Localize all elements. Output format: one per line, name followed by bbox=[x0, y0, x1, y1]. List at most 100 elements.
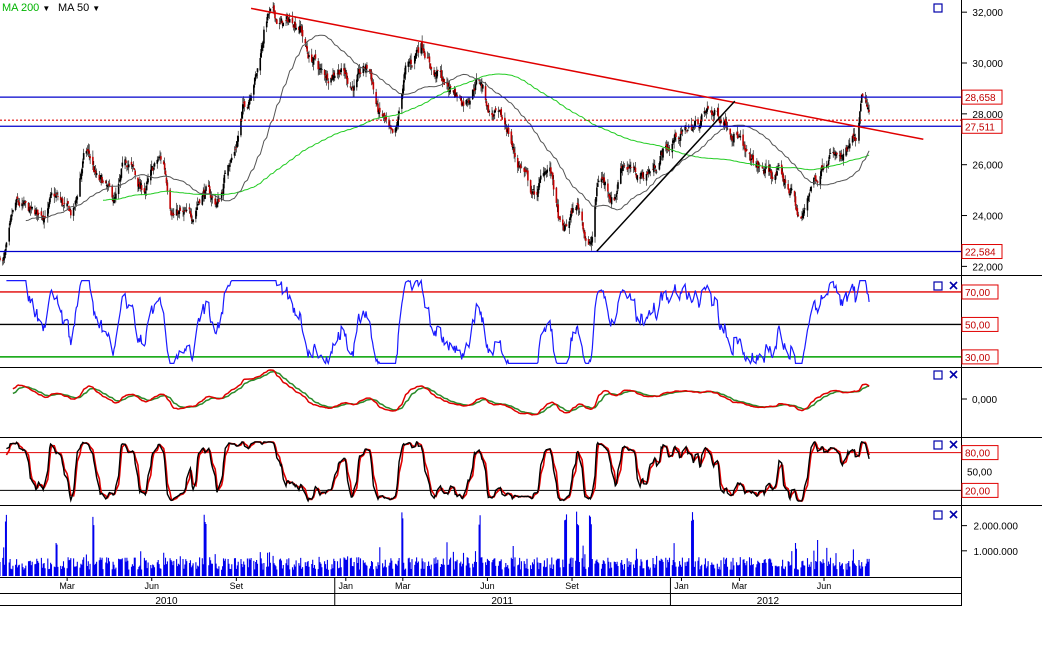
candle-body bbox=[333, 72, 335, 76]
candle-body bbox=[642, 177, 645, 179]
candle-body bbox=[57, 196, 59, 197]
candle-body bbox=[301, 29, 304, 37]
candle-body bbox=[210, 197, 213, 200]
macd-tick-label: 0,000 bbox=[972, 395, 997, 406]
candle-body bbox=[781, 171, 784, 178]
candle-body bbox=[731, 135, 733, 141]
candle-body bbox=[556, 204, 559, 207]
legend-ma200[interactable]: MA 200 ▼ bbox=[2, 2, 50, 14]
candle-body bbox=[665, 145, 667, 149]
candle-body bbox=[336, 73, 339, 75]
candle-body bbox=[381, 113, 384, 117]
candle-body bbox=[146, 181, 148, 184]
candle-body bbox=[106, 185, 109, 188]
candle-body bbox=[833, 152, 835, 155]
candle-body bbox=[409, 61, 411, 64]
maximize-icon[interactable] bbox=[933, 281, 943, 291]
price-tick-label: 28,000 bbox=[972, 110, 1003, 121]
candle-body bbox=[100, 174, 102, 180]
candle-body bbox=[27, 202, 30, 211]
close-icon[interactable] bbox=[949, 440, 958, 449]
candle-body bbox=[356, 73, 359, 81]
candle-body bbox=[853, 134, 856, 137]
candle-body bbox=[98, 174, 101, 181]
candle-body bbox=[859, 111, 861, 124]
candle-body bbox=[47, 203, 50, 209]
panel-controls bbox=[933, 3, 958, 520]
candle-body bbox=[526, 170, 528, 173]
candle-body bbox=[848, 145, 850, 148]
candle-body bbox=[738, 135, 741, 137]
x-axis: Mar Jun Set Jan Mar Jun Set Jan Mar Jun 2010 2011 20… bbox=[59, 577, 831, 607]
candle-body bbox=[343, 68, 345, 71]
candle-body bbox=[443, 79, 445, 85]
candle-body bbox=[295, 27, 297, 30]
close-icon[interactable] bbox=[949, 510, 958, 519]
candle-body bbox=[99, 177, 102, 179]
price-candles bbox=[0, 1, 870, 266]
candle-body bbox=[860, 103, 862, 112]
candle-body bbox=[839, 152, 842, 159]
candle-body bbox=[358, 68, 361, 73]
close-icon[interactable] bbox=[949, 370, 958, 379]
legend-ma50[interactable]: MA 50 ▼ bbox=[58, 2, 100, 14]
candle-body bbox=[371, 81, 374, 85]
candle-body bbox=[256, 68, 259, 73]
candle-body bbox=[609, 197, 612, 203]
candle-body bbox=[281, 20, 284, 25]
candle-body bbox=[806, 198, 809, 211]
candle-body bbox=[203, 189, 205, 197]
candle-body bbox=[472, 90, 475, 92]
candle-body bbox=[275, 18, 277, 20]
candle-body bbox=[796, 208, 799, 215]
y-axis-labels: 32,000 30,000 28,000 26,000 24,000 22,000 28,6… bbox=[961, 8, 1018, 558]
candle-body bbox=[377, 103, 379, 113]
candle-body bbox=[70, 210, 72, 216]
candle-body bbox=[587, 239, 590, 245]
candle-body bbox=[552, 179, 555, 190]
candle-body bbox=[614, 197, 617, 200]
red-trend-line[interactable] bbox=[250, 7, 924, 141]
candle-body bbox=[362, 65, 365, 73]
candle-body bbox=[764, 169, 766, 174]
maximize-icon[interactable] bbox=[933, 3, 943, 13]
candle-body bbox=[590, 241, 593, 245]
candle-body bbox=[486, 105, 489, 107]
candle-body bbox=[429, 63, 432, 69]
candle-body bbox=[484, 86, 487, 100]
candle-body bbox=[492, 113, 494, 118]
maximize-icon[interactable] bbox=[933, 370, 943, 380]
candle-body bbox=[375, 91, 377, 104]
candle-body bbox=[79, 178, 81, 197]
candle-body bbox=[449, 86, 452, 88]
candle-body bbox=[827, 160, 830, 165]
candle-body bbox=[243, 101, 246, 107]
candle-body bbox=[583, 229, 585, 234]
candle-body bbox=[832, 151, 835, 154]
candle-body bbox=[589, 243, 592, 244]
candle-body bbox=[37, 212, 40, 214]
candle-body bbox=[433, 70, 435, 76]
candle-body bbox=[802, 212, 804, 218]
candle-body bbox=[224, 173, 227, 175]
candle-body bbox=[111, 185, 113, 198]
candle-body bbox=[308, 55, 310, 58]
candle-body bbox=[372, 82, 375, 90]
maximize-icon[interactable] bbox=[933, 510, 943, 520]
year-label: 2011 bbox=[491, 596, 513, 607]
level-label: 27,511 bbox=[965, 122, 995, 133]
candle-body bbox=[621, 165, 624, 171]
candle-body bbox=[510, 131, 513, 144]
black-trend-line[interactable] bbox=[596, 100, 736, 252]
candle-body bbox=[782, 175, 785, 183]
candle-body bbox=[312, 57, 315, 65]
rsi-level-box bbox=[961, 284, 999, 300]
candle-body bbox=[480, 82, 482, 86]
candle-body bbox=[192, 219, 194, 223]
candle-body bbox=[397, 116, 400, 127]
maximize-icon[interactable] bbox=[933, 440, 943, 450]
candle-body bbox=[370, 71, 373, 82]
close-icon[interactable] bbox=[949, 281, 958, 290]
candle-body bbox=[855, 138, 858, 140]
candle-body bbox=[332, 74, 334, 80]
